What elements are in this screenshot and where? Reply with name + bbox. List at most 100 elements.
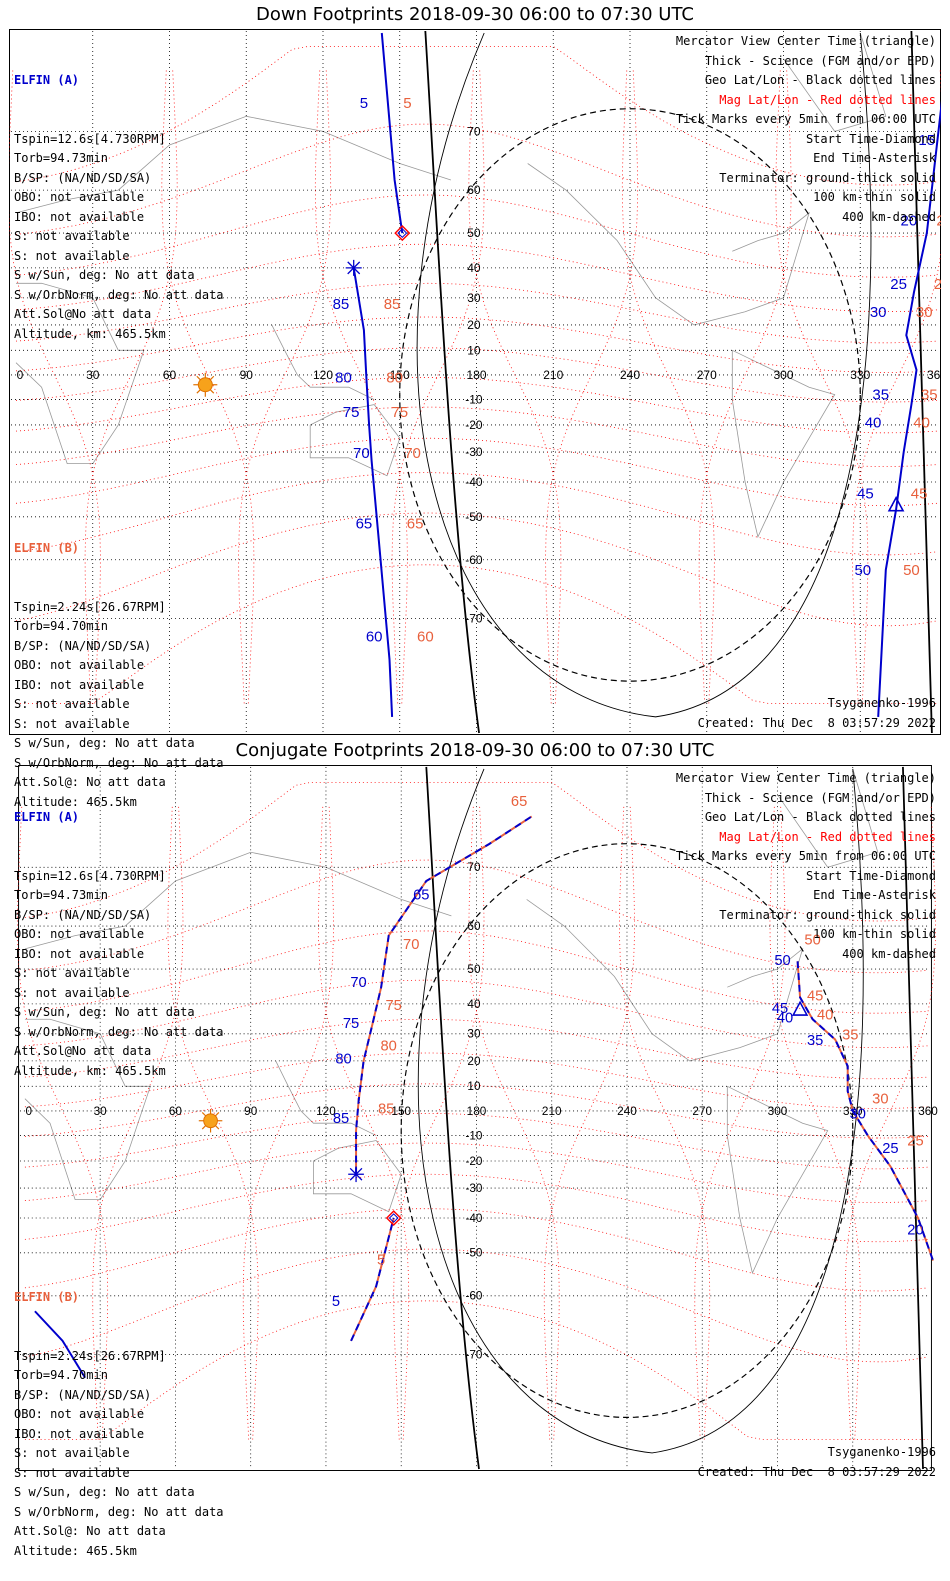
tick-label-orange: 40 (913, 415, 930, 432)
trajectory-underlay (355, 815, 533, 1175)
x-tick-label: 150 (391, 1105, 411, 1118)
tick-label-orange: 70 (403, 937, 419, 953)
coastline (275, 1060, 377, 1136)
sun-ray (196, 389, 201, 394)
y-tick-label: -50 (465, 510, 483, 524)
info-line: Tspin=12.6s[4.730RPM] (14, 131, 166, 146)
panel-title-down: Down Footprints 2018-09-30 06:00 to 07:3… (256, 4, 694, 25)
info-line: Torb=94.70min (14, 1368, 108, 1382)
mag-lon-line (167, 805, 259, 1440)
tick-label-orange: 5 (403, 95, 411, 112)
sun-ray (214, 1112, 220, 1117)
end-asterisk (349, 1167, 363, 1181)
tick-label-blue: 80 (335, 369, 352, 386)
x-tick-label: 300 (773, 368, 793, 382)
tick-label-blue: 75 (343, 404, 360, 421)
mag-lat-line (16, 564, 937, 704)
y-tick-label: 70 (467, 124, 481, 138)
y-tick-label: 10 (467, 343, 481, 357)
x-tick-label: 180 (466, 368, 486, 382)
tick-label-blue: 45 (772, 1001, 788, 1017)
tick-label-orange: 85 (384, 296, 401, 313)
coastline (15, 282, 145, 464)
tick-label-orange: 50 (804, 933, 820, 949)
x-tick-label: 330 (850, 368, 870, 382)
info-line: S: not available (14, 716, 130, 731)
tick-label-orange: 65 (407, 516, 424, 533)
elfin-a-info-conjugate: ELFIN (A) Tspin=12.6s[4.730RPM] Torb=94.7… (14, 769, 224, 1101)
y-tick-label: -30 (465, 445, 483, 459)
mag-lat-line (24, 1173, 929, 1243)
x-tick-label: 0 (26, 1105, 33, 1118)
trajectory-line (380, 32, 404, 234)
tick-label-blue: 45 (857, 486, 874, 503)
legend-line: 100 km-thin solid (813, 927, 936, 941)
x-tick-label: 90 (240, 368, 254, 382)
start-diamond-inner (388, 1213, 399, 1223)
x-tick-label: 30 (94, 1105, 108, 1118)
center-triangle (887, 496, 905, 512)
x-tick-label: 210 (543, 368, 563, 382)
info-line: IBO: not available (14, 677, 145, 692)
info-line: S: not available (14, 697, 130, 711)
terminator-ground-east (902, 766, 924, 1470)
x-tick-label: 210 (542, 1105, 562, 1118)
y-tick-label: -70 (465, 1348, 482, 1361)
tick-label-orange: 85 (378, 1101, 394, 1117)
info-line: S w/OrbNorm, deg: No att data (14, 287, 224, 302)
legend-line: Thick - Science (FGM and/or EPD) (704, 53, 936, 68)
trajectory-line (34, 1310, 86, 1379)
legend-line: 100 km-thin solid (813, 190, 936, 204)
sun-ray (214, 1125, 220, 1130)
mag-lat-line (24, 1052, 929, 1109)
x-tick-label: 360 (918, 1105, 938, 1118)
y-tick-label: -60 (465, 1290, 482, 1303)
tick-label-orange: 50 (903, 562, 920, 579)
terminator-400km (400, 843, 854, 1418)
x-tick-label: 180 (467, 1105, 487, 1118)
elfin-a-label: ELFIN (A) (14, 810, 80, 824)
start-diamond-inner (397, 228, 408, 239)
start-diamond (394, 225, 411, 242)
y-tick-label: 30 (467, 291, 481, 305)
info-line: Att.Sol@: No att data (14, 1524, 166, 1538)
y-tick-label: -10 (465, 1129, 482, 1142)
info-line: Att.Sol@No att data (14, 1044, 152, 1058)
tick-label-blue: 40 (865, 415, 882, 432)
legend-line: Mercator View Center Time (triangle) (675, 771, 936, 785)
info-line: S: not available (14, 1446, 130, 1460)
info-line: IBO: not available (14, 1426, 145, 1441)
tick-label-blue: 80 (335, 1052, 351, 1068)
legend-line: Terminator: ground-thick solid (719, 907, 936, 922)
mag-lat-line (24, 1112, 929, 1170)
coastline (24, 851, 452, 950)
tick-label-blue: 70 (350, 975, 366, 991)
tick-label-blue: 20 (907, 1223, 923, 1239)
trajectory-line (877, 100, 941, 717)
tick-label-blue: 15 (918, 132, 935, 149)
tick-label-blue: 75 (343, 1016, 359, 1032)
info-line: S w/OrbNorm, deg: No att data (14, 755, 224, 770)
legend-conjugate: Mercator View Center Time (triangle) Thic… (676, 769, 936, 964)
trajectory-line (350, 1217, 395, 1342)
terminator-100km (417, 768, 864, 1454)
y-tick-label: -70 (465, 612, 483, 626)
coastline (313, 1140, 402, 1213)
info-line: Tspin=2.24s[26.67RPM] (14, 1348, 166, 1363)
model-label-conjugate: Tsyganenko-1996 (827, 1445, 936, 1459)
sun-icon (203, 1113, 218, 1129)
x-tick-label: 0 (17, 368, 24, 382)
coastline (24, 1018, 151, 1200)
plot-frame (18, 765, 932, 1471)
tick-label-blue: 60 (366, 629, 383, 646)
tick-label-orange: 35 (921, 387, 938, 404)
tick-label-orange: 70 (404, 445, 421, 462)
y-tick-label: 70 (467, 861, 481, 874)
y-tick-label: 50 (467, 226, 481, 240)
mag-lat-line (24, 1083, 929, 1139)
tick-label-blue: 20 (901, 212, 918, 229)
info-line: S: not available (14, 229, 130, 243)
mag-lat-line (15, 123, 938, 238)
info-line: OBO: not available (14, 927, 145, 941)
legend-line: Mercator View Center Time (triangle) (675, 34, 936, 48)
